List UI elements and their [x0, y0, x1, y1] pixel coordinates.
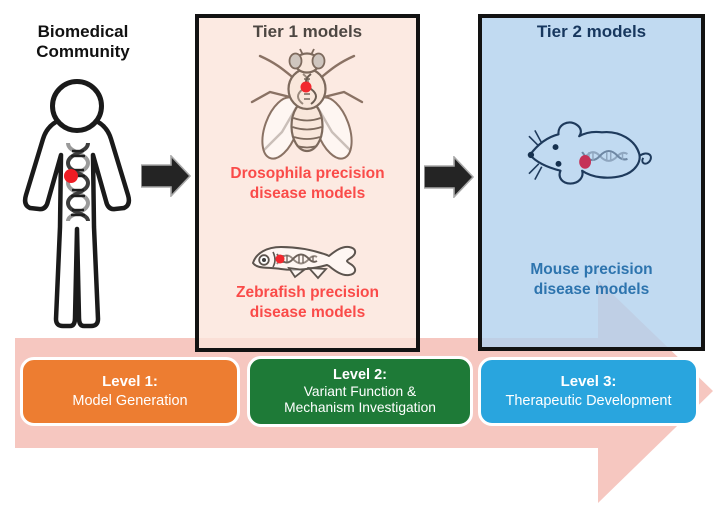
- arrow-right-icon: [141, 155, 191, 197]
- zebrafish-icon: [252, 245, 357, 280]
- tier2-title: Tier 2 models: [536, 22, 647, 41]
- level1-heading: Level 1:: [102, 373, 158, 391]
- level3-heading: Level 3:: [560, 373, 617, 391]
- level2-heading: Level 2:: [333, 367, 387, 383]
- mouse-icon: [527, 121, 652, 185]
- human-figure-icon: [22, 79, 132, 329]
- dna-icon: [64, 142, 91, 222]
- level2-line2: Mechanism Investigation: [284, 400, 436, 415]
- community-label-line1: Biomedical: [37, 22, 129, 41]
- drosophila-icon: [250, 48, 364, 160]
- community-label-line2: Community: [36, 42, 130, 62]
- level3-pill: Level 3: Therapeutic Development: [478, 357, 699, 426]
- variant-dot: [579, 154, 592, 169]
- community-label: Biomedical Community: [16, 22, 150, 62]
- tier1-title: Tier 1 models: [252, 22, 363, 41]
- level2-pill: Level 2: Variant Function & Mechanism In…: [247, 356, 473, 427]
- variant-dot: [64, 169, 78, 183]
- level1-pill: Level 1: Model Generation: [20, 357, 240, 426]
- drosophila-label: Drosophila precision disease models: [230, 165, 385, 202]
- level3-line: Therapeutic Development: [505, 393, 672, 410]
- level2-line1: Variant Function &: [303, 384, 417, 399]
- tier1-box: Tier 1 models: [195, 14, 420, 352]
- mouse-label: Mouse precision disease models: [530, 261, 653, 298]
- variant-dot: [275, 254, 285, 264]
- variant-dot: [300, 81, 312, 93]
- dna-icon: [581, 149, 628, 163]
- level1-line: Model Generation: [72, 393, 188, 410]
- tier2-box: Tier 2 models Mouse: [478, 14, 705, 351]
- arrow-right-icon: [424, 156, 474, 198]
- zebrafish-label: Zebrafish precision disease models: [236, 284, 379, 321]
